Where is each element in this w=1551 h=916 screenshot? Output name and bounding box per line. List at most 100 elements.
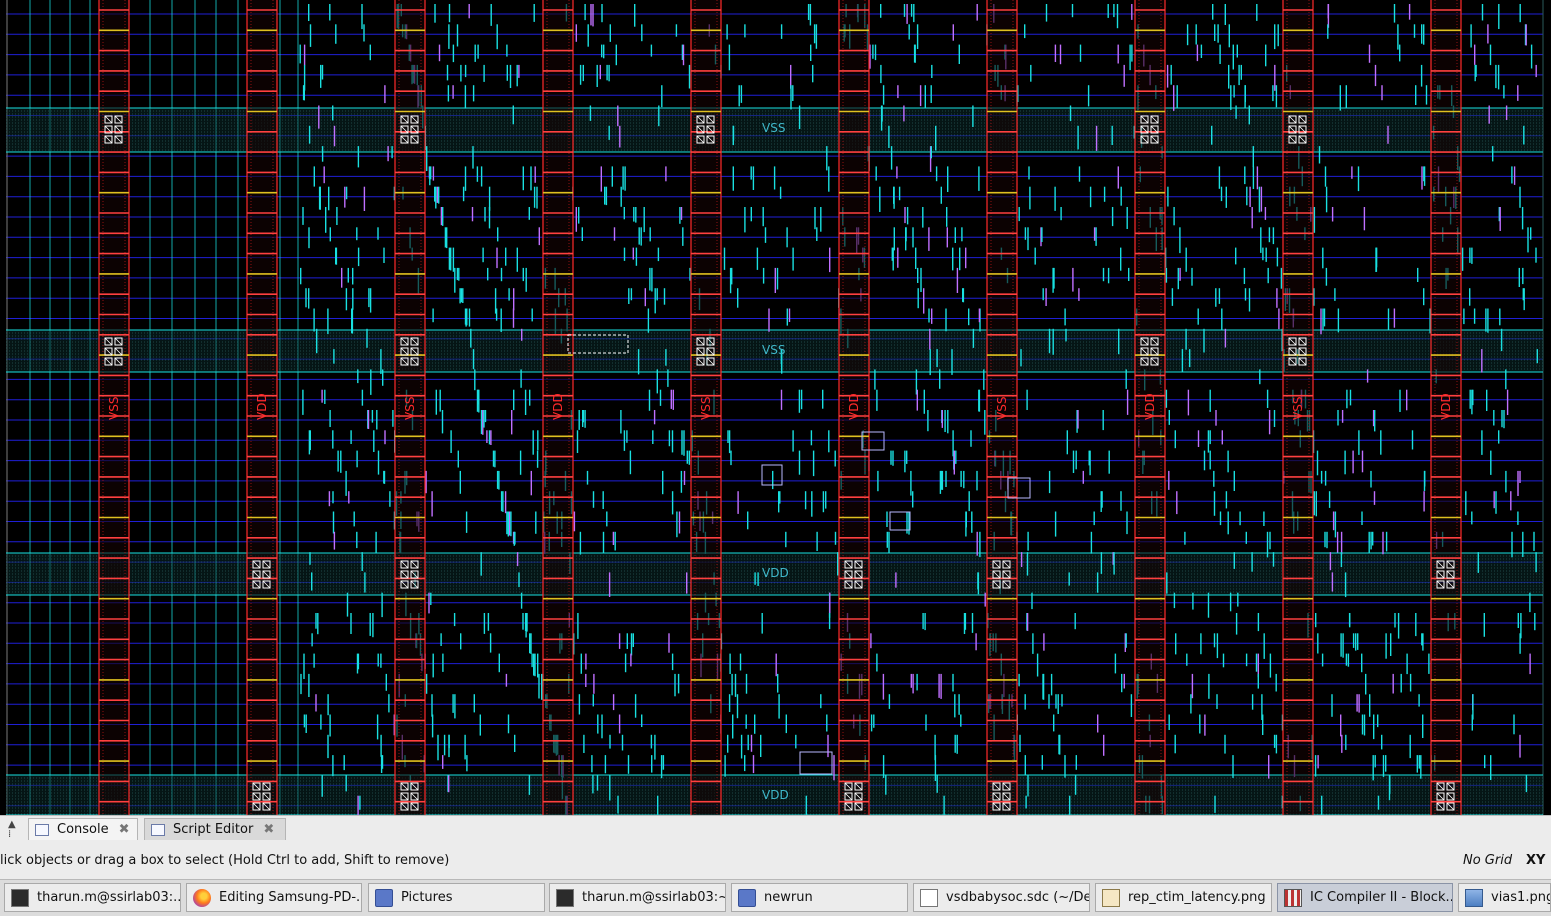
via-cut xyxy=(252,782,261,791)
via-cross xyxy=(696,357,705,366)
coordinate-mode[interactable]: XY xyxy=(1526,853,1546,868)
via-cut xyxy=(1288,125,1297,134)
via-cross xyxy=(104,347,113,356)
via-cut xyxy=(114,347,123,356)
console-icon xyxy=(35,823,49,836)
via-cross xyxy=(1140,125,1149,134)
via-cross xyxy=(1150,115,1159,124)
via-cut xyxy=(410,337,419,346)
via-cross xyxy=(252,802,261,811)
taskbar-item-sdc-editor[interactable]: vsdbabysoc.sdc (~/De... xyxy=(913,883,1090,912)
via-cross xyxy=(1298,125,1307,134)
via-cut xyxy=(1150,357,1159,366)
via-cross xyxy=(1150,357,1159,366)
layout-canvas[interactable]: VSS VDD VSS VDD VSS VDD VSS VDD VSS VDD VSS VSS V… xyxy=(0,0,1551,815)
via-cut xyxy=(410,115,419,124)
via-cut xyxy=(400,792,409,801)
via-cross xyxy=(410,782,419,791)
via-cross xyxy=(114,357,123,366)
taskbar-item-vias-png[interactable]: vias1.png - xyxy=(1458,883,1551,912)
via-cross xyxy=(252,792,261,801)
via-cut xyxy=(696,347,705,356)
via-cross xyxy=(410,115,419,124)
file-manager-icon xyxy=(375,888,393,907)
via-cross xyxy=(1298,135,1307,144)
via-cross xyxy=(400,347,409,356)
via-cut xyxy=(706,337,715,346)
via-cut xyxy=(706,115,715,124)
via-cut xyxy=(1150,125,1159,134)
via-cut xyxy=(706,357,715,366)
via-cut xyxy=(992,560,1001,569)
os-taskbar: tharun.m@ssirlab03:... Editing Samsung-P… xyxy=(0,879,1551,916)
via-cut xyxy=(104,135,113,144)
via-cut xyxy=(252,570,261,579)
taskbar-item-label: vsdbabysoc.sdc (~/De... xyxy=(946,890,1090,905)
via-cut xyxy=(1436,792,1445,801)
via-cross xyxy=(400,337,409,346)
panel-splitter-handle[interactable]: ▲ ⁞ xyxy=(8,819,16,840)
via-cross xyxy=(844,570,853,579)
via-cut xyxy=(1140,347,1149,356)
taskbar-item-firefox[interactable]: Editing Samsung-PD-... xyxy=(186,883,362,912)
rail-label-vdd-1: VDD xyxy=(762,566,789,580)
via-cut xyxy=(1288,347,1297,356)
image-viewer-icon xyxy=(1102,888,1120,907)
taskbar-item-latency-png[interactable]: rep_ctim_latency.png xyxy=(1095,883,1272,912)
close-icon[interactable]: ✖ xyxy=(118,822,130,837)
via-cross xyxy=(1140,347,1149,356)
close-icon[interactable]: ✖ xyxy=(263,822,275,837)
via-cross xyxy=(1150,347,1159,356)
taskbar-item-terminal-1[interactable]: tharun.m@ssirlab03:... xyxy=(4,883,181,912)
via-cross xyxy=(1140,357,1149,366)
via-cross xyxy=(706,357,715,366)
via-cross xyxy=(844,560,853,569)
via-cut xyxy=(410,570,419,579)
via-cross xyxy=(844,802,853,811)
via-cross xyxy=(104,135,113,144)
via-cut xyxy=(410,792,419,801)
via-cross xyxy=(706,347,715,356)
via-cross xyxy=(1298,347,1307,356)
via-cross xyxy=(854,792,863,801)
via-cross xyxy=(410,357,419,366)
via-cross xyxy=(1436,802,1445,811)
strap-net-label: VDD xyxy=(1439,393,1453,420)
layout-view-svg[interactable]: VSS VDD VSS VDD VSS VDD VSS VDD VSS VDD VSS VSS V… xyxy=(0,0,1551,815)
via-cross xyxy=(1446,782,1455,791)
via-cut xyxy=(104,357,113,366)
via-cut xyxy=(1140,115,1149,124)
strap-net-label: VDD xyxy=(551,393,565,420)
via-cut xyxy=(1150,337,1159,346)
via-cut xyxy=(400,560,409,569)
ic-compiler-icon xyxy=(1284,888,1302,907)
via-cross xyxy=(854,802,863,811)
taskbar-item-ic-compiler[interactable]: IC Compiler II - Block... xyxy=(1277,883,1453,912)
tab-console[interactable]: Console ✖ xyxy=(28,818,138,840)
taskbar-item-pictures[interactable]: Pictures xyxy=(368,883,545,912)
tab-script-editor[interactable]: Script Editor ✖ xyxy=(144,818,286,840)
selection-boxes xyxy=(567,334,1031,775)
via-cut xyxy=(252,792,261,801)
via-cross xyxy=(1288,135,1297,144)
via-cut xyxy=(992,580,1001,589)
via-cut xyxy=(844,560,853,569)
taskbar-item-newrun[interactable]: newrun xyxy=(731,883,908,912)
via-cut xyxy=(400,135,409,144)
strap-net-label: VDD xyxy=(847,393,861,420)
via-cut xyxy=(1140,125,1149,134)
via-cross xyxy=(114,135,123,144)
via-cut xyxy=(1002,560,1011,569)
via-arrays xyxy=(104,115,1455,811)
rail-label-vss-2: VSS xyxy=(762,343,785,357)
selection-box xyxy=(567,334,629,354)
via-cross xyxy=(696,125,705,134)
via-cross xyxy=(992,560,1001,569)
taskbar-item-terminal-2[interactable]: tharun.m@ssirlab03:~... xyxy=(549,883,726,912)
via-cut xyxy=(410,782,419,791)
via-cut xyxy=(104,115,113,124)
via-cut xyxy=(1436,802,1445,811)
via-cut xyxy=(104,125,113,134)
via-cross xyxy=(1288,357,1297,366)
grid-status[interactable]: No Grid xyxy=(1463,853,1513,868)
